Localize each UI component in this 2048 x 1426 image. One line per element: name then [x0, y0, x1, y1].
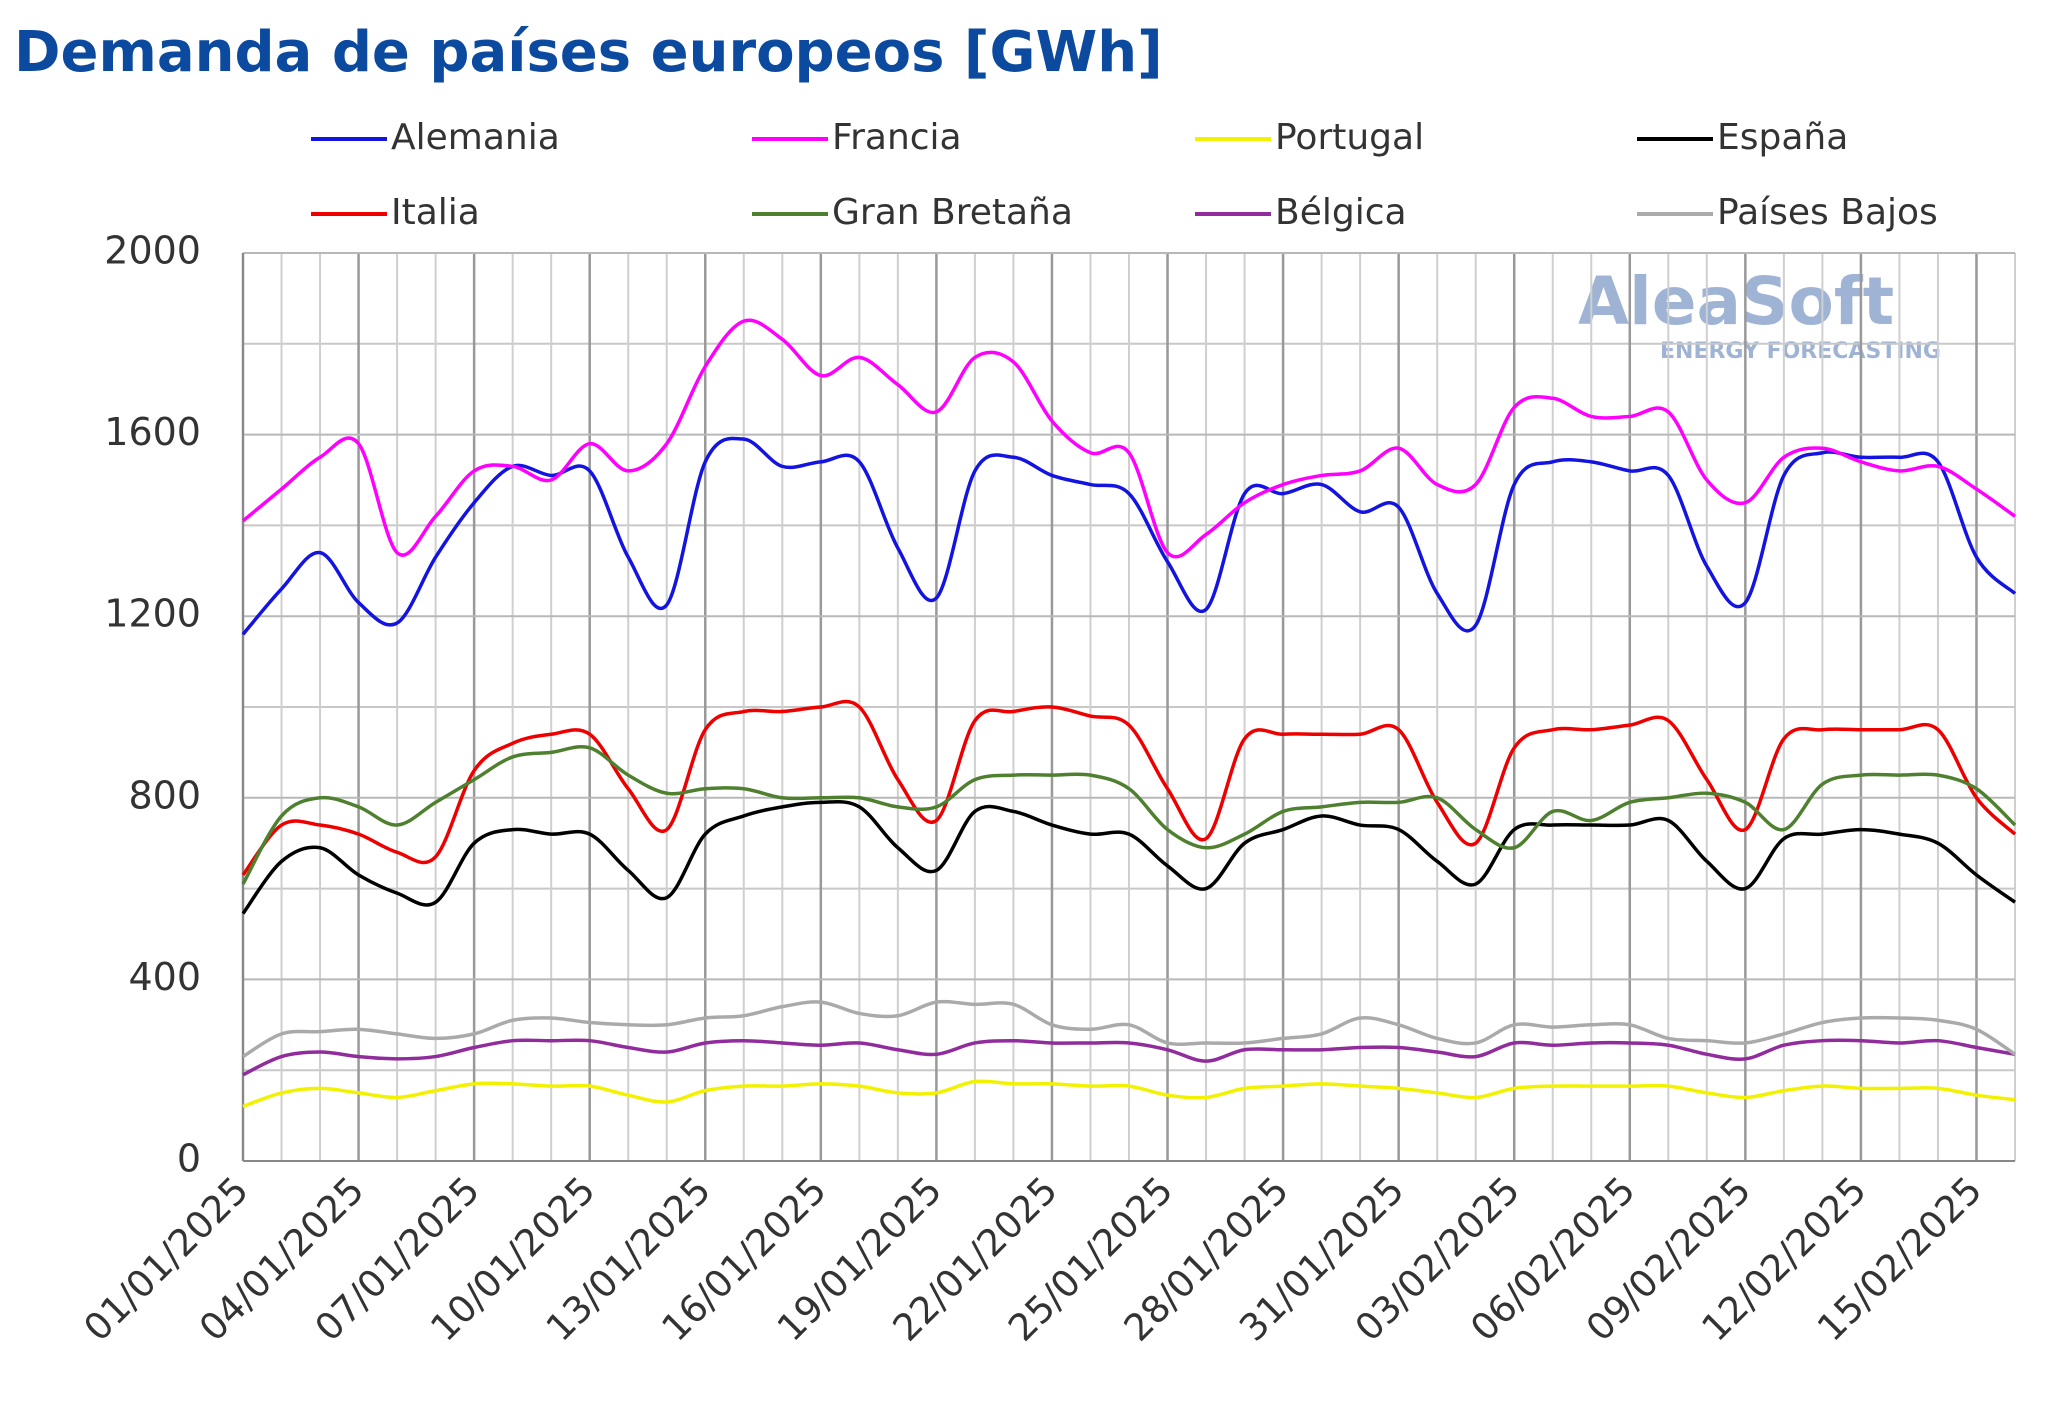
watermark: AleaSoft — [1578, 263, 1894, 340]
y-tick-label: 0 — [177, 1137, 201, 1181]
y-tick-label: 800 — [128, 773, 201, 817]
series-line — [241, 318, 2017, 559]
legend-label: España — [1717, 117, 1848, 158]
series-line — [241, 800, 2017, 915]
y-tick-label: 400 — [128, 955, 201, 999]
series-line — [241, 436, 2017, 636]
legend-label: Países Bajos — [1717, 192, 1938, 233]
series-line — [242, 1079, 2016, 1109]
chart-title: Demanda de países europeos [GWh] — [14, 20, 1163, 85]
series-line — [241, 745, 2017, 885]
legend-label: Italia — [391, 192, 480, 233]
legend-label: Gran Bretaña — [832, 192, 1073, 233]
series-line — [242, 999, 2016, 1059]
y-tick-label: 2000 — [104, 229, 201, 273]
legend-label: Alemania — [391, 117, 560, 158]
legend-label: Bélgica — [1275, 192, 1407, 233]
y-tick-label: 1600 — [104, 410, 201, 454]
y-tick-label: 1200 — [104, 592, 201, 636]
legend-label: Portugal — [1275, 117, 1424, 158]
series-line — [242, 1038, 2016, 1077]
legend-label: Francia — [832, 117, 962, 158]
